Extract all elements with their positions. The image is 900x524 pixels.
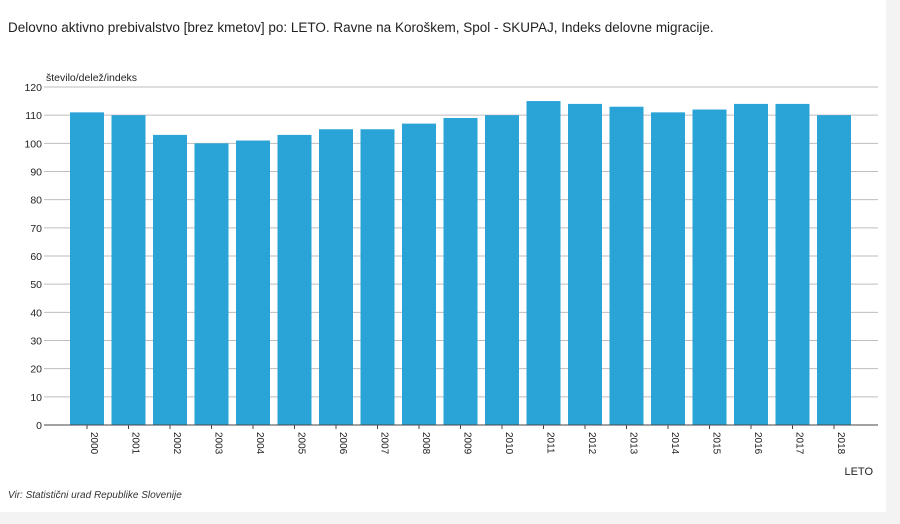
bar-2015 [692,109,727,426]
x-tick-label: 2005 [296,432,307,455]
y-tick-label: 60 [30,251,42,263]
x-tick-label: 2012 [586,432,597,455]
bar-2004 [236,140,270,425]
y-tick-label: 40 [30,307,42,319]
bar-2016 [734,103,768,426]
bar-2011 [526,101,561,425]
x-tick-label: 2016 [752,432,763,455]
bar-2000 [70,112,104,425]
y-tick-label: 120 [24,82,42,94]
x-tick-label: 2018 [835,432,846,455]
bar-2006 [319,129,353,425]
source-note: Vir: Statistični urad Republike Slovenij… [8,490,182,501]
y-tick-label: 90 [30,167,42,179]
y-tick-label: 50 [30,279,42,291]
chart-panel: Delovno aktivno prebivalstvo [brez kmeto… [0,0,886,512]
bar-2009 [443,117,478,425]
y-tick-label: 80 [30,195,42,207]
x-tick-label: 2015 [711,432,722,455]
x-tick-label: 2017 [794,432,805,455]
y-tick-label: 20 [30,364,42,376]
x-tick-label: 2002 [171,432,182,455]
y-tick-label: 70 [30,223,42,235]
x-tick-label: 2001 [130,432,141,455]
chart-title: Delovno aktivno prebivalstvo [brez kmeto… [8,20,714,35]
x-tick-label: 2006 [337,432,348,455]
y-tick-label: 30 [30,336,42,348]
x-tick-label: 2000 [88,432,99,455]
x-axis-label: LETO [844,466,873,478]
bar-2008 [402,123,436,425]
x-tick-label: 2009 [462,432,473,455]
bar-2013 [609,106,644,425]
y-tick-labels: 0 10 20 30 40 50 60 70 80 90 100 110 120 [24,82,42,432]
bar-2012 [568,103,602,426]
bar-2014 [651,112,685,425]
bar-2005 [277,134,312,425]
x-tick-label: 2011 [545,432,556,454]
x-tick-label: 2014 [669,432,680,455]
x-tick-label: 2003 [213,432,224,455]
y-tick-label: 10 [30,392,42,404]
bar-2007 [360,129,395,425]
bar-2010 [485,115,519,426]
x-tick-label: 2010 [503,432,514,455]
x-tick-labels: 2000 2001 2002 2003 2004 2005 2006 2007 2008 2009… [86,425,846,455]
bar-2001 [111,115,146,426]
bar-2003 [194,143,229,426]
y-tick-label: 110 [25,110,42,122]
x-tick-label: 2007 [379,432,390,455]
bar-2017 [775,103,810,426]
x-tick-label: 2004 [254,432,265,455]
y-axis-label: število/delež/indeks [46,72,137,84]
x-tick-label: 2008 [420,432,431,455]
bars [70,101,851,426]
x-tick-label: 2013 [628,432,639,455]
bar-2018 [817,115,851,426]
bar-2002 [153,134,187,425]
y-tick-label: 0 [36,420,42,432]
y-tick-label: 100 [24,138,42,150]
